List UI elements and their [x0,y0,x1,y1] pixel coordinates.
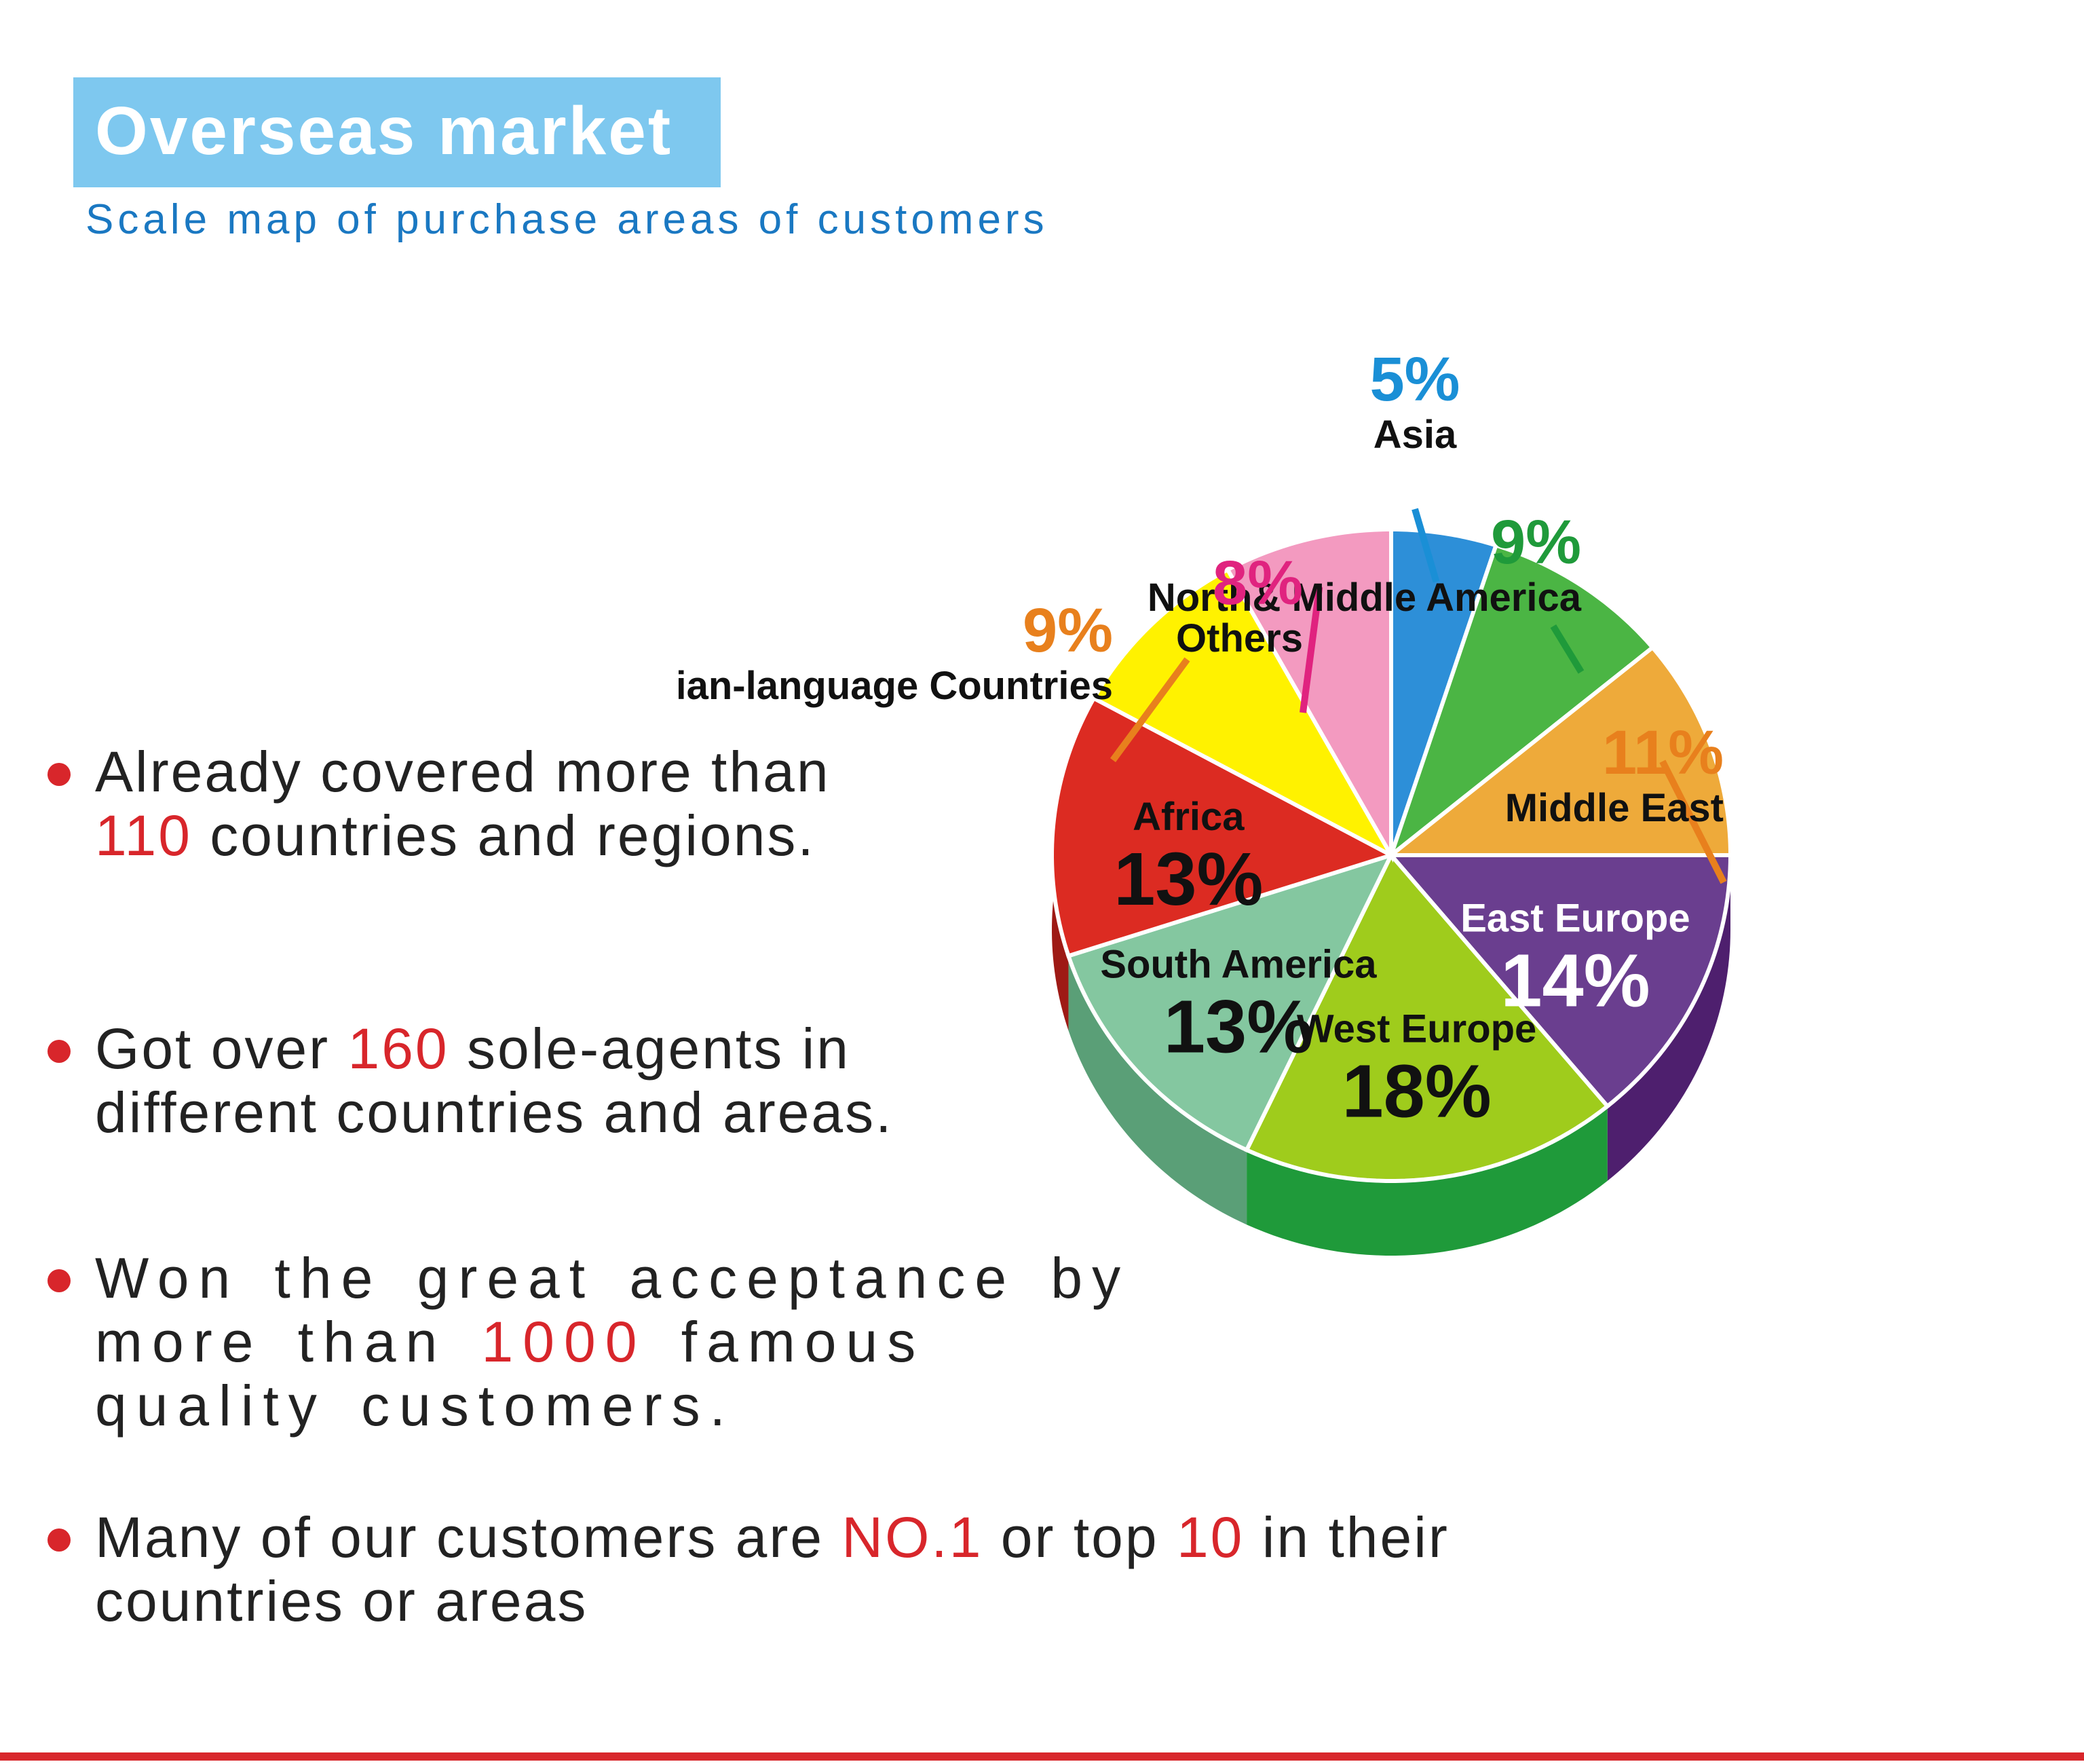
slice-name-label-0: Asia [1373,413,1457,457]
leader-line-0 [1412,508,1440,583]
title-banner: Overseas market [73,77,721,187]
bullet-text-segment: Got over [95,1017,348,1081]
bullet-text-segment: famous [646,1310,926,1374]
bullet-text: Got over 160 sole-agents in different cou… [95,1017,1133,1144]
pie-leader-layer [1110,508,1727,884]
pie-slice-side-3 [1607,855,1730,1181]
slice-name-label-1: North& Middle America [1148,576,1582,620]
pie-slices-layer [1050,527,1733,1183]
pie-slice-7 [1091,567,1397,861]
bullet-coverage: Already covered more than 110 countries a… [48,740,1133,867]
bullet-text-segment: quality customers. [95,1374,735,1438]
bullet-line: Got over 160 sole-agents in [95,1017,1133,1081]
bullet-text-segment: countries or areas [95,1569,588,1633]
highlight-number: 160 [347,1017,449,1081]
leader-line-8 [1300,586,1323,713]
bullet-text-segment: Won the great acceptance by [95,1246,1131,1310]
bullet-text-segment: sole-agents in [449,1017,850,1081]
bullet-acceptance: Won the great acceptance by more than 100… [48,1246,1133,1438]
slice-name-label-7: Russian-language Countries [679,664,1113,708]
slice-value-label-4: 18% [1342,1050,1492,1133]
highlight-number: 10 [1176,1505,1245,1569]
pie-slice-3 [1386,853,1733,1110]
leader-line-1 [1550,624,1585,674]
highlight-number: 110 [95,804,192,867]
bullet-top-customers: Many of our customers are NO.1 or top 10… [48,1505,1608,1633]
bullet-dot-icon [48,1269,71,1292]
highlight-number: NO.1 [841,1505,983,1569]
bullet-text-segment: in their [1244,1505,1450,1569]
bullet-dot-icon [48,763,71,786]
pie-slice-8 [1224,527,1393,863]
pie-slice-4 [1244,851,1611,1183]
slice-value-label-7: 9% [1023,596,1113,665]
bullet-dot-icon [48,1040,71,1063]
highlight-number: 1000 [481,1310,647,1374]
page-title: Overseas market [95,93,673,169]
slice-value-label-6: 13% [1114,838,1263,921]
slice-value-label-1: 9% [1491,508,1581,577]
bullet-text-segment: countries and regions. [191,804,816,867]
bullet-text: Won the great acceptance by more than 100… [95,1246,1133,1438]
pie-slice-2 [1385,644,1733,857]
bullet-agents: Got over 160 sole-agents in different cou… [48,1017,1133,1144]
bullet-line: Won the great acceptance by [95,1246,1133,1310]
bullet-text: Many of our customers are NO.1 or top 10… [95,1505,1608,1633]
slice-name-label-2: Middle East [1505,786,1724,830]
bullet-line: quality customers. [95,1374,1133,1438]
bullet-line: Already covered more than [95,740,1133,804]
pie-slice-1 [1386,542,1656,861]
slice-value-label-5: 13% [1164,985,1313,1068]
slice-name-label-8: Others [1176,616,1303,660]
bullet-text-segment: different countries and areas. [95,1081,894,1144]
pie-slice-5 [1065,852,1395,1153]
bullet-text-segment: or top [983,1505,1177,1569]
bullet-dot-icon [48,1528,71,1552]
bullet-line: more than 1000 famous [95,1310,1133,1374]
leader-line-7 [1110,657,1190,762]
slice-value-label-8: 8% [1213,548,1303,618]
slice-value-label-3: 14% [1500,939,1650,1023]
bullet-text-segment: Many of our customers are [95,1505,842,1569]
slice-name-label-3: East Europe [1460,897,1690,941]
leader-line-2 [1659,759,1727,884]
bullet-text-segment: more than [95,1310,482,1374]
slice-name-label-6: Africa [1133,795,1245,839]
bullet-text-segment: Already covered more than [95,740,831,804]
slice-value-label-2: 11% [1602,718,1724,787]
bullet-line: 110 countries and regions. [95,804,1133,867]
pie-slice-6 [1050,695,1397,959]
slice-value-label-0: 5% [1370,345,1460,414]
bullet-text: Already covered more than 110 countries a… [95,740,1133,867]
bottom-divider [0,1752,2084,1761]
page-subtitle: Scale map of purchase areas of customers [86,196,1048,243]
bullet-line: countries or areas [95,1569,1608,1633]
bullet-line: different countries and areas. [95,1081,1133,1144]
slice-name-label-5: South America [1100,942,1377,986]
slice-name-label-4: West Europe [1297,1007,1536,1051]
bullet-line: Many of our customers are NO.1 or top 10… [95,1505,1608,1569]
pie-slice-side-5 [1068,956,1247,1225]
